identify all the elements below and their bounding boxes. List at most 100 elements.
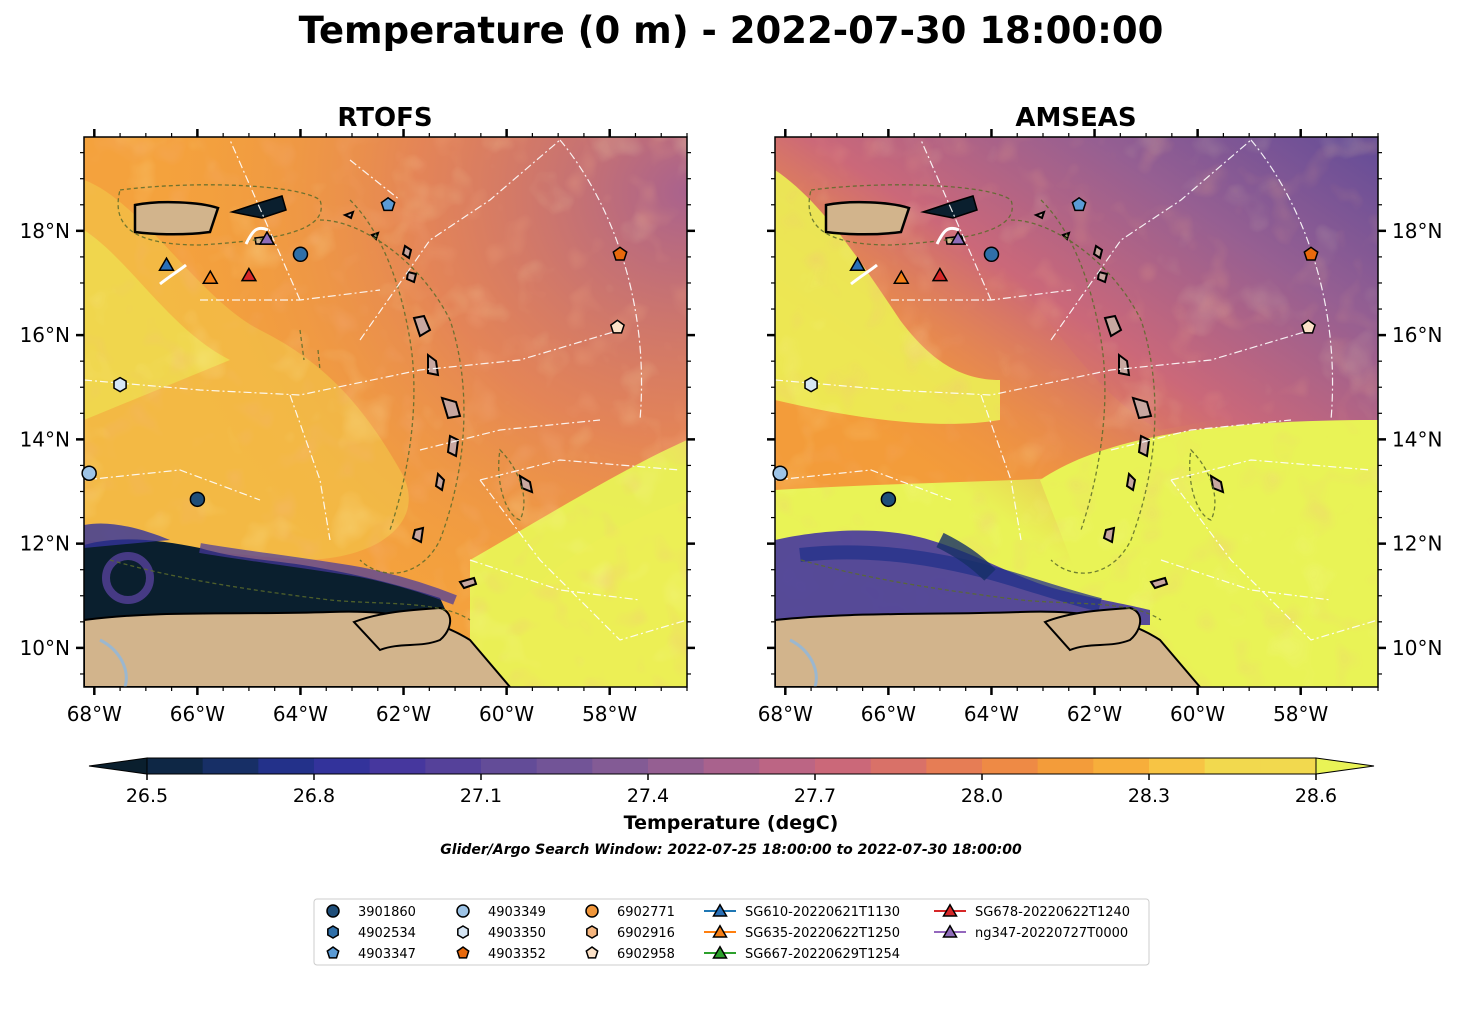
map-marker <box>158 256 175 271</box>
map-marker <box>240 266 258 282</box>
lat-tick-label: 14°N <box>1392 427 1442 451</box>
legend-marker <box>942 924 958 938</box>
map-marker <box>201 269 219 284</box>
lat-tick-label: 18°N <box>1392 219 1442 243</box>
map-marker <box>113 376 127 393</box>
map-marker <box>292 246 309 263</box>
legend-marker <box>712 945 728 959</box>
lon-tick-label: 64°W <box>273 702 328 726</box>
legend-marker <box>585 904 599 918</box>
legend-marker <box>326 904 340 918</box>
legend-label: 4903352 <box>488 947 546 962</box>
amseas-panel: AMSEAS <box>758 103 1443 726</box>
lat-tick-label: 12°N <box>1392 532 1442 556</box>
colorbar-cell <box>815 758 872 774</box>
map-marker <box>949 230 967 245</box>
map-marker <box>1303 246 1319 261</box>
colorbar-cell <box>1260 758 1317 774</box>
rtofs-panel-title: RTOFS <box>337 103 432 133</box>
map-marker <box>258 230 276 245</box>
colorbar-tick-label: 27.7 <box>794 785 836 807</box>
lat-tick-label: 12°N <box>20 532 70 556</box>
colorbar-cell <box>870 758 927 774</box>
colorbar-cell <box>926 758 983 774</box>
legend-marker <box>326 946 340 959</box>
map-marker <box>380 196 396 212</box>
colorbar-label: Temperature (degC) <box>624 812 839 834</box>
legend-marker <box>712 924 728 938</box>
colorbar-tick-label: 26.8 <box>293 785 335 807</box>
colorbar-cell <box>592 758 649 774</box>
colorbar: 26.5 26.8 27.1 27.4 27.7 28.0 28.3 28.6 Tempera… <box>88 757 1375 834</box>
legend-marker <box>456 946 470 959</box>
colorbar-cell <box>703 758 760 774</box>
lon-tick-label: 68°W <box>67 702 122 726</box>
colorbar-extend-low <box>88 757 148 775</box>
colorbar-tick-label: 28.6 <box>1295 785 1337 807</box>
lat-tick-label: 16°N <box>20 323 70 347</box>
map-marker <box>804 376 818 393</box>
legend-marker <box>586 925 598 939</box>
lon-tick-label: 66°W <box>861 702 916 726</box>
legend-label: SG667-20220629T1254 <box>745 947 900 962</box>
colorbar-cell <box>258 758 315 774</box>
legend-label: 6902771 <box>617 905 675 920</box>
colorbar-cell <box>1037 758 1094 774</box>
lat-tick-label: 10°N <box>20 636 70 660</box>
lat-tick-label: 14°N <box>20 427 70 451</box>
legend-label: 4903350 <box>488 926 546 941</box>
map-marker <box>931 266 949 282</box>
colorbar-cell <box>648 758 705 774</box>
lon-tick-label: 68°W <box>758 702 813 726</box>
map-marker <box>880 491 897 508</box>
search-window-note: Glider/Argo Search Window: 2022-07-25 18… <box>440 842 1022 858</box>
colorbar-cell <box>481 758 538 774</box>
map-marker <box>189 491 206 508</box>
lat-tick-label: 18°N <box>20 219 70 243</box>
map-marker <box>609 319 625 334</box>
colorbar-cell <box>982 758 1039 774</box>
legend-label: 3901860 <box>358 905 416 920</box>
rtofs-panel: RTOFS <box>20 103 695 726</box>
colorbar-tick-label: 27.4 <box>627 785 669 807</box>
legend-marker <box>712 903 728 917</box>
lon-tick-label: 64°W <box>964 702 1019 726</box>
colorbar-tick-label: 26.5 <box>126 785 168 807</box>
lat-tick-label: 16°N <box>1392 323 1442 347</box>
legend-label: ng347-20220727T0000 <box>975 926 1128 941</box>
legend: 3901860 4902534 4903347 4903349 4903350 49033… <box>313 898 1150 966</box>
legend-marker <box>585 946 599 959</box>
legend-marker <box>327 925 339 939</box>
legend-label: 6902958 <box>617 947 675 962</box>
colorbar-cell <box>202 758 259 774</box>
legend-label: 6902916 <box>617 926 675 941</box>
colorbar-cell <box>1093 758 1150 774</box>
lon-tick-label: 66°W <box>170 702 225 726</box>
colorbar-extend-high <box>1315 757 1375 775</box>
map-marker <box>1300 319 1316 334</box>
figure-title: Temperature (0 m) - 2022-07-30 18:00:00 <box>299 9 1164 52</box>
map-marker <box>892 269 910 284</box>
colorbar-cell <box>314 758 371 774</box>
map-marker <box>1071 196 1087 212</box>
colorbar-cell <box>147 758 204 774</box>
colorbar-tick-label: 28.0 <box>961 785 1003 807</box>
rtofs-map <box>84 137 687 687</box>
legend-label: SG610-20220621T1130 <box>745 905 900 920</box>
legend-marker <box>942 903 958 917</box>
amseas-map <box>775 137 1378 687</box>
lat-tick-label: 10°N <box>1392 636 1442 660</box>
lon-tick-label: 60°W <box>479 702 534 726</box>
colorbar-tick-label: 27.1 <box>460 785 502 807</box>
colorbar-cell <box>1204 758 1261 774</box>
lon-tick-label: 58°W <box>1273 702 1328 726</box>
map-marker <box>983 246 1000 263</box>
colorbar-cell <box>1149 758 1206 774</box>
lon-tick-label: 58°W <box>582 702 637 726</box>
lon-tick-label: 60°W <box>1170 702 1225 726</box>
legend-label: SG635-20220622T1250 <box>745 926 900 941</box>
colorbar-cell <box>759 758 816 774</box>
legend-label: 4902534 <box>358 926 416 941</box>
lon-tick-label: 62°W <box>1067 702 1122 726</box>
